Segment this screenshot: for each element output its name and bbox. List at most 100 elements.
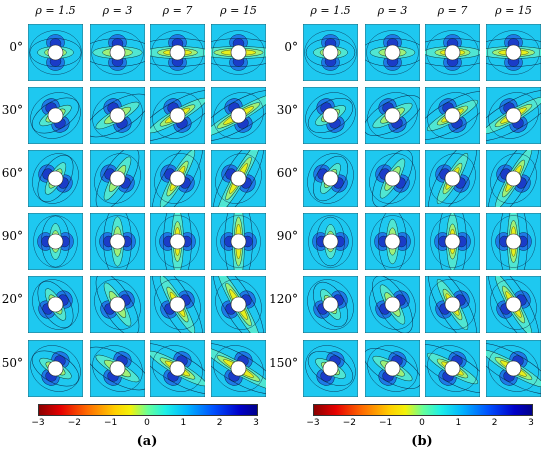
contour-tile	[150, 340, 205, 397]
contour-field	[486, 150, 541, 207]
row-label: 120°	[269, 292, 298, 306]
panel-caption: (b)	[411, 434, 433, 449]
contour-tile	[425, 24, 480, 81]
contour-field	[150, 87, 205, 144]
contour-field	[211, 87, 266, 144]
row-label: 150°	[269, 356, 298, 370]
contour-tile	[28, 87, 83, 144]
contour-tile	[211, 24, 266, 81]
column-header: ρ = 15	[495, 4, 532, 17]
column-header: ρ = 7	[437, 4, 468, 17]
contour-field	[365, 24, 420, 81]
contour-tile	[486, 24, 541, 81]
contour-field	[303, 276, 358, 333]
contour-tile	[303, 213, 358, 270]
contour-field	[365, 276, 420, 333]
contour-tile	[365, 276, 420, 333]
contour-tile	[90, 87, 145, 144]
contour-tile	[486, 150, 541, 207]
contour-field	[150, 24, 205, 81]
contour-tile	[365, 87, 420, 144]
column-header: ρ = 1.5	[35, 4, 76, 17]
row-label: 90°	[276, 229, 298, 243]
row-label: 0°	[9, 40, 23, 54]
contour-field	[303, 213, 358, 270]
contour-tile	[303, 150, 358, 207]
contour-tile	[28, 213, 83, 270]
column-header: ρ = 7	[162, 4, 193, 17]
contour-field	[365, 213, 420, 270]
colorbar-tick-label: 1	[180, 418, 187, 428]
contour-field	[425, 213, 480, 270]
contour-field	[425, 24, 480, 81]
column-header: ρ = 15	[220, 4, 257, 17]
panel-b: ρ = 1.5 ρ = 3 ρ = 7 ρ = 15 0° 30° 60° 90° 120° 15…	[269, 0, 550, 457]
contour-tile	[365, 24, 420, 81]
colorbar-tick-label: 1	[455, 418, 462, 428]
contour-field	[28, 276, 83, 333]
contour-field	[28, 150, 83, 207]
contour-field	[211, 213, 266, 270]
contour-field	[90, 150, 145, 207]
contour-field	[303, 87, 358, 144]
row-label: 120°	[0, 292, 23, 306]
colorbar-tick-label: 2	[491, 418, 498, 428]
contour-tile	[425, 213, 480, 270]
colorbar	[313, 404, 533, 416]
contour-tile	[486, 213, 541, 270]
contour-tile	[425, 276, 480, 333]
contour-field	[365, 87, 420, 144]
contour-field	[211, 24, 266, 81]
contour-field	[425, 276, 480, 333]
colorbar-tick-label: −3	[31, 418, 45, 428]
contour-field	[303, 150, 358, 207]
panel-caption: (a)	[136, 434, 158, 449]
contour-tile	[90, 24, 145, 81]
row-label: 60°	[276, 166, 298, 180]
contour-field	[90, 276, 145, 333]
contour-tile	[303, 340, 358, 397]
colorbar-tick-label: −1	[379, 418, 393, 428]
contour-tile	[303, 24, 358, 81]
contour-field	[90, 24, 145, 81]
column-header: ρ = 3	[377, 4, 408, 17]
contour-field	[425, 87, 480, 144]
contour-tile	[28, 340, 83, 397]
colorbar-tick-label: −2	[67, 418, 81, 428]
contour-tile	[28, 276, 83, 333]
contour-field	[150, 150, 205, 207]
contour-tile	[211, 276, 266, 333]
contour-tile	[150, 150, 205, 207]
contour-tile	[486, 340, 541, 397]
contour-tile	[303, 87, 358, 144]
contour-tile	[150, 213, 205, 270]
contour-tile	[90, 150, 145, 207]
contour-tile	[486, 276, 541, 333]
colorbar-tick-label: −1	[104, 418, 118, 428]
contour-tile	[365, 213, 420, 270]
contour-tile	[90, 340, 145, 397]
contour-field	[28, 24, 83, 81]
contour-field	[303, 24, 358, 81]
contour-tile	[425, 87, 480, 144]
contour-field	[486, 276, 541, 333]
contour-tile	[150, 24, 205, 81]
contour-field	[486, 24, 541, 81]
panel-a: ρ = 1.5 ρ = 3 ρ = 7 ρ = 15 0° 30° 60° 90° 120° 15…	[0, 4, 266, 449]
contour-field	[425, 340, 480, 397]
contour-field	[425, 150, 480, 207]
contour-tile	[303, 276, 358, 333]
contour-field	[90, 87, 145, 144]
row-label: 0°	[284, 40, 298, 54]
contour-field	[28, 213, 83, 270]
contour-field	[365, 340, 420, 397]
column-header: ρ = 1.5	[310, 4, 351, 17]
colorbar-tick-label: 0	[144, 418, 150, 428]
column-header: ρ = 3	[102, 4, 133, 17]
contour-field	[150, 340, 205, 397]
row-label: 30°	[276, 103, 298, 117]
contour-field	[28, 87, 83, 144]
contour-tile	[365, 340, 420, 397]
row-label: 150°	[0, 356, 23, 370]
contour-tile	[211, 213, 266, 270]
